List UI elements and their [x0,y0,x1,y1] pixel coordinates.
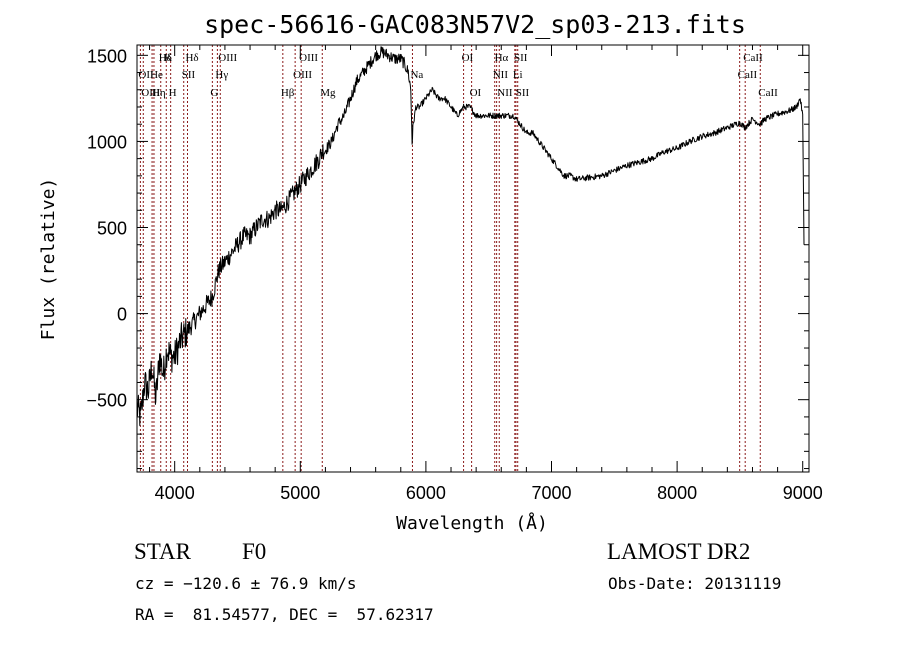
line-label: K [164,52,172,64]
line-label: He [150,69,163,81]
line-label: CaII [758,87,778,99]
line-label: G [210,87,218,99]
line-label: SII [182,69,196,81]
line-label: OI [462,52,474,64]
observation-date: Obs-Date: 20131119 [608,574,782,593]
line-label: OII [138,69,154,81]
line-label: Hα [495,52,509,64]
line-label: NII [497,87,513,99]
chart-title: spec-56616-GAC083N57V2_sp03-213.fits [204,10,746,39]
line-label: H [169,87,177,99]
line-label: Hδ [159,52,172,64]
line-label: NII [493,69,509,81]
line-label: OIII [293,69,312,81]
line-label: OI [470,87,482,99]
plot-frame [136,44,810,473]
line-label: OIII [218,52,237,64]
line-label: Na [410,69,423,81]
line-label: Li [513,69,523,81]
y-tick-label: 500 [97,219,127,239]
survey-name: LAMOST DR2 [607,539,751,564]
line-label: Mg [320,87,336,99]
object-subclass: F0 [242,539,267,564]
redshift-velocity: cz = −120.6 ± 76.9 km/s [135,574,357,593]
spectrum-series [136,46,805,426]
x-tick-label: 8000 [657,483,697,503]
x-tick-label: 5000 [280,483,320,503]
x-tick-label: 4000 [155,483,195,503]
spectrum-line [136,46,805,426]
line-label: CaII [738,69,758,81]
x-tick-label: 9000 [783,483,823,503]
line-label: Hδ [185,52,198,64]
line-label: Hβ [281,87,295,99]
line-label: Hγ [215,69,228,81]
object-class: STAR [134,539,191,564]
y-tick-label: −500 [86,391,127,411]
x-tick-label: 7000 [531,483,571,503]
spectrum-chart: spec-56616-GAC083N57V2_sp03-213.fits HδK… [38,10,823,534]
line-label: SII [514,52,528,64]
y-tick-label: 0 [117,305,127,325]
y-tick-label: 1500 [87,46,127,66]
line-markers [139,45,761,472]
line-label: OIII [299,52,318,64]
y-axis-label: Flux (relative) [38,178,59,341]
y-axis-ticks: −500 0 500 1000 1500 [86,46,809,470]
y-tick-label: 1000 [87,132,127,152]
line-label: Hη [152,87,166,99]
line-label: OIII [141,87,160,99]
x-axis-label: Wavelength (Å) [396,512,548,534]
line-label: SII [516,87,530,99]
x-tick-label: 6000 [406,483,446,503]
sky-coordinates: RA = 81.54577, DEC = 57.62317 [135,605,434,624]
line-label: CaII [743,52,763,64]
x-axis-ticks: 4000 5000 6000 7000 8000 9000 [149,45,823,503]
